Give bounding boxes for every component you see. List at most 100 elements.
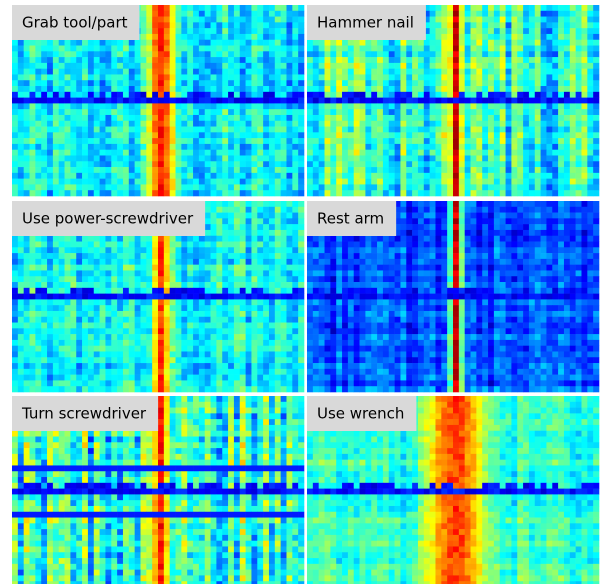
heat-cell [239, 380, 246, 387]
heat-cell [575, 114, 582, 122]
heat-cell [23, 126, 30, 133]
heat-cell [394, 114, 401, 122]
heat-cell [35, 161, 42, 168]
heat-cell [47, 322, 54, 329]
heat-cell [41, 143, 48, 150]
heat-cell [169, 374, 176, 381]
heat-cell [552, 74, 559, 81]
heat-cell [298, 10, 305, 17]
heat-cell [245, 235, 252, 242]
heat-cell [318, 143, 325, 150]
heat-cell [382, 190, 390, 197]
heat-cell [82, 62, 89, 69]
heat-cell [528, 10, 536, 17]
heat-cell [216, 258, 223, 265]
heat-cell [593, 62, 600, 69]
heat-cell [76, 363, 83, 370]
heat-cell [47, 103, 54, 110]
heat-cell [87, 57, 95, 64]
heat-cell [152, 114, 159, 122]
heat-cell [228, 80, 235, 87]
heat-cell [563, 28, 571, 35]
heat-cell [93, 80, 100, 87]
heat-cell [17, 310, 24, 318]
heat-cell [318, 184, 325, 191]
heat-cell [93, 270, 100, 277]
heat-cell [263, 282, 270, 289]
heat-cell [222, 380, 229, 387]
heat-cell [587, 167, 594, 174]
heat-cell [268, 57, 276, 64]
heat-cell [158, 293, 165, 300]
heat-cell [146, 247, 153, 254]
heat-cell [505, 86, 512, 93]
heat-cell [400, 62, 407, 69]
heat-cell [216, 57, 223, 64]
heat-cell [163, 357, 170, 364]
heat-cell [105, 114, 112, 122]
heat-cell [111, 235, 118, 242]
heat-cell [587, 33, 594, 41]
heat-cell [35, 167, 42, 174]
heat-cell [117, 80, 124, 87]
heat-cell [552, 97, 559, 104]
heat-cell [29, 184, 36, 191]
heat-cell [222, 103, 229, 110]
heat-cell [245, 184, 252, 191]
heat-cell [128, 184, 135, 191]
heat-cell [52, 247, 60, 254]
heat-cell [312, 62, 319, 69]
heat-cell [563, 22, 571, 29]
heat-cell [193, 143, 200, 150]
heat-cell [286, 357, 293, 364]
heat-cell [324, 143, 331, 150]
heat-cell [499, 57, 506, 64]
heat-cell [204, 357, 211, 364]
heat-cell [99, 103, 106, 110]
heat-cell [169, 33, 176, 41]
heat-cell [105, 97, 112, 104]
heat-cell [146, 345, 153, 352]
heat-cell [353, 161, 360, 168]
heat-cell [210, 62, 217, 69]
heat-cell [87, 138, 95, 145]
heat-cell [99, 258, 106, 265]
heat-cell [257, 363, 264, 370]
heat-cell [163, 109, 170, 116]
heat-cell [122, 57, 130, 64]
heat-cell [117, 178, 124, 185]
heat-cell [336, 178, 343, 185]
heat-cell [245, 33, 252, 41]
heat-cell [187, 143, 194, 150]
heat-cell [593, 120, 600, 127]
heat-cell [146, 16, 153, 23]
heat-cell [493, 126, 501, 133]
heat-cell [146, 357, 153, 364]
heat-cell [441, 109, 448, 116]
heat-cell [134, 120, 141, 127]
heat-cell [359, 167, 366, 174]
heat-cell [394, 178, 401, 185]
heat-cell [216, 190, 223, 197]
heat-cell [268, 51, 276, 58]
heat-cell [245, 97, 252, 104]
heat-cell [233, 184, 241, 191]
heat-cell [371, 172, 378, 179]
heat-cell [423, 10, 430, 17]
heat-cell [64, 386, 71, 393]
heat-cell [274, 132, 281, 139]
heat-cell [58, 334, 65, 341]
heat-cell [394, 126, 401, 133]
heat-cell [347, 178, 355, 185]
heat-cell [228, 97, 235, 104]
heat-cell [128, 155, 135, 162]
heat-cell [347, 138, 355, 145]
heat-cell [382, 39, 390, 46]
heat-cell [134, 138, 141, 145]
heat-cell [82, 310, 89, 318]
heat-cell [280, 143, 287, 150]
heat-cell [581, 80, 588, 87]
heat-cell [523, 126, 530, 133]
heat-cell [312, 91, 319, 98]
heat-cell [93, 264, 100, 271]
